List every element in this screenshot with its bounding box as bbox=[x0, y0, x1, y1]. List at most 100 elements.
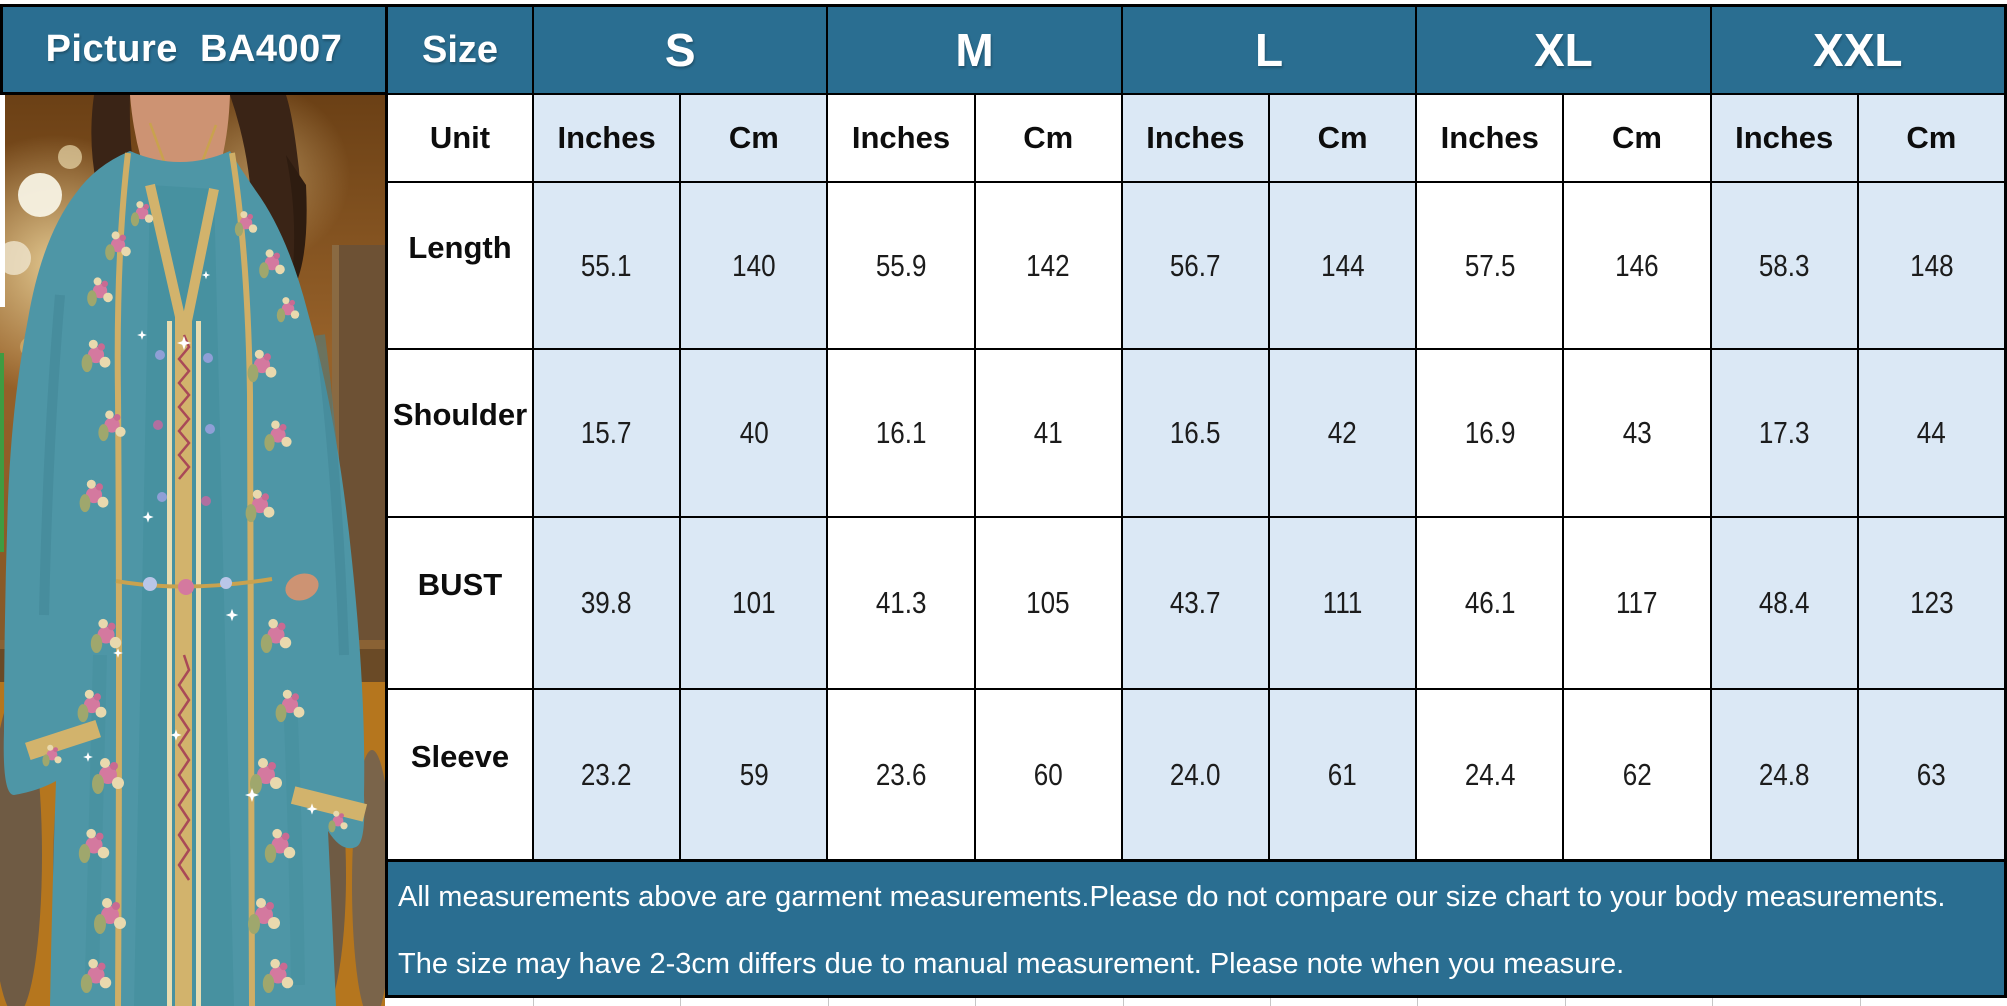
value-text: 48.4 bbox=[1758, 585, 1810, 620]
value-text: 41 bbox=[1033, 415, 1063, 450]
value-bust-s-cm: 101 bbox=[681, 518, 827, 688]
value-text: 55.1 bbox=[581, 247, 632, 283]
value-text: 63 bbox=[1916, 756, 1946, 792]
row-label-text: Sleeve bbox=[410, 738, 510, 774]
value-text: 123 bbox=[1909, 585, 1954, 620]
size-column-header: Size bbox=[388, 7, 532, 93]
value-text: 39.8 bbox=[581, 585, 632, 620]
value-sleeve-xl-cm: 62 bbox=[1564, 690, 1710, 859]
value-text: 56.7 bbox=[1170, 247, 1221, 283]
value-text: 57.5 bbox=[1464, 247, 1516, 283]
value-sleeve-l-cm: 61 bbox=[1269, 690, 1416, 859]
size-header-s: S bbox=[534, 7, 827, 93]
value-text: 43 bbox=[1622, 415, 1652, 450]
row-label-text: BUST bbox=[417, 567, 503, 602]
unit-cell-m-inches: Inches bbox=[828, 95, 974, 181]
value-text: 24.8 bbox=[1758, 756, 1810, 792]
unit-cell-xl-cm: Cm bbox=[1564, 95, 1710, 181]
value-text: 101 bbox=[732, 585, 776, 620]
size-header-m: M bbox=[828, 7, 1121, 93]
unit-cell-s-cm: Cm bbox=[681, 95, 827, 181]
kaftan-model-illustration bbox=[0, 95, 385, 1006]
value-text: 23.2 bbox=[581, 756, 632, 792]
value-sleeve-xl-inches: 24.4 bbox=[1417, 690, 1563, 859]
value-shoulder-xl-inches: 16.9 bbox=[1417, 350, 1563, 516]
value-bust-m-inches: 41.3 bbox=[828, 518, 974, 688]
value-sleeve-s-cm: 59 bbox=[681, 690, 827, 859]
value-sleeve-xxl-cm: 63 bbox=[1858, 690, 2004, 859]
value-length-m-inches: 55.9 bbox=[828, 183, 974, 348]
value-shoulder-l-cm: 42 bbox=[1269, 350, 1416, 516]
row-label-text: Length bbox=[408, 229, 512, 265]
product-photo bbox=[0, 95, 385, 1006]
note-line-2: The size may have 2-3cm differs due to m… bbox=[398, 948, 1625, 980]
value-bust-xxl-inches: 48.4 bbox=[1711, 518, 1857, 688]
value-sleeve-l-inches: 24.0 bbox=[1122, 690, 1268, 859]
value-text: 55.9 bbox=[875, 247, 927, 283]
value-text: 117 bbox=[1616, 585, 1658, 620]
value-text: 24.0 bbox=[1170, 756, 1221, 792]
picture-header: Picture BA4007 bbox=[0, 4, 385, 95]
picture-title: Picture BA4007 bbox=[45, 28, 343, 70]
value-text: 42 bbox=[1328, 415, 1358, 450]
unit-cell-xxl-inches: Inches bbox=[1711, 95, 1857, 181]
value-text: 41.3 bbox=[875, 585, 927, 620]
value-text: 140 bbox=[732, 247, 776, 283]
value-shoulder-m-cm: 41 bbox=[975, 350, 1121, 516]
size-header-xxl: XXL bbox=[1711, 7, 2004, 93]
value-bust-xxl-cm: 123 bbox=[1858, 518, 2004, 688]
unit-cell-xl-inches: Inches bbox=[1417, 95, 1563, 181]
row-label-bust: BUST bbox=[388, 518, 532, 688]
value-shoulder-s-cm: 40 bbox=[681, 350, 827, 516]
value-shoulder-s-inches: 15.7 bbox=[534, 350, 680, 516]
value-sleeve-s-inches: 23.2 bbox=[534, 690, 680, 859]
photo-left-green-artifact bbox=[0, 353, 4, 552]
value-bust-xl-inches: 46.1 bbox=[1417, 518, 1563, 688]
unit-label: Unit bbox=[388, 95, 532, 181]
unit-cell-l-cm: Cm bbox=[1269, 95, 1416, 181]
value-sleeve-m-inches: 23.6 bbox=[828, 690, 974, 859]
value-text: 111 bbox=[1322, 585, 1363, 620]
value-text: 23.6 bbox=[875, 756, 927, 792]
value-text: 146 bbox=[1615, 247, 1659, 283]
value-text: 15.7 bbox=[581, 415, 632, 450]
value-shoulder-l-inches: 16.5 bbox=[1122, 350, 1268, 516]
value-shoulder-xxl-inches: 17.3 bbox=[1711, 350, 1857, 516]
row-label-text: Shoulder bbox=[392, 397, 528, 432]
value-text: 59 bbox=[739, 756, 769, 792]
value-sleeve-xxl-inches: 24.8 bbox=[1711, 690, 1857, 859]
value-length-xxl-cm: 148 bbox=[1858, 183, 2004, 348]
value-text: 60 bbox=[1033, 756, 1063, 792]
value-text: 44 bbox=[1916, 415, 1946, 450]
value-text: 16.1 bbox=[875, 415, 927, 450]
value-length-s-cm: 140 bbox=[681, 183, 827, 348]
value-length-m-cm: 142 bbox=[975, 183, 1121, 348]
value-text: 24.4 bbox=[1464, 756, 1516, 792]
value-shoulder-xl-cm: 43 bbox=[1564, 350, 1710, 516]
value-text: 144 bbox=[1320, 247, 1365, 283]
value-length-xxl-inches: 58.3 bbox=[1711, 183, 1857, 348]
value-text: 46.1 bbox=[1464, 585, 1516, 620]
size-header-l: L bbox=[1122, 7, 1416, 93]
value-text: 62 bbox=[1622, 756, 1652, 792]
value-length-xl-cm: 146 bbox=[1564, 183, 1710, 348]
value-bust-m-cm: 105 bbox=[975, 518, 1121, 688]
value-bust-l-cm: 111 bbox=[1269, 518, 1416, 688]
note-line-1: All measurements above are garment measu… bbox=[398, 881, 1946, 913]
size-header-xl: XL bbox=[1417, 7, 1710, 93]
value-text: 58.3 bbox=[1758, 247, 1810, 283]
photo-left-white-artifact bbox=[0, 95, 5, 307]
value-text: 61 bbox=[1328, 756, 1358, 792]
value-bust-s-inches: 39.8 bbox=[534, 518, 680, 688]
value-length-l-inches: 56.7 bbox=[1122, 183, 1268, 348]
value-length-s-inches: 55.1 bbox=[534, 183, 680, 348]
unit-cell-l-inches: Inches bbox=[1122, 95, 1268, 181]
row-label-shoulder: Shoulder bbox=[388, 350, 532, 516]
value-text: 16.9 bbox=[1464, 415, 1516, 450]
value-bust-l-inches: 43.7 bbox=[1122, 518, 1268, 688]
unit-cell-s-inches: Inches bbox=[534, 95, 680, 181]
row-label-sleeve: Sleeve bbox=[388, 690, 532, 859]
value-shoulder-xxl-cm: 44 bbox=[1858, 350, 2004, 516]
spreadsheet-gridline-strip bbox=[385, 998, 2007, 1006]
